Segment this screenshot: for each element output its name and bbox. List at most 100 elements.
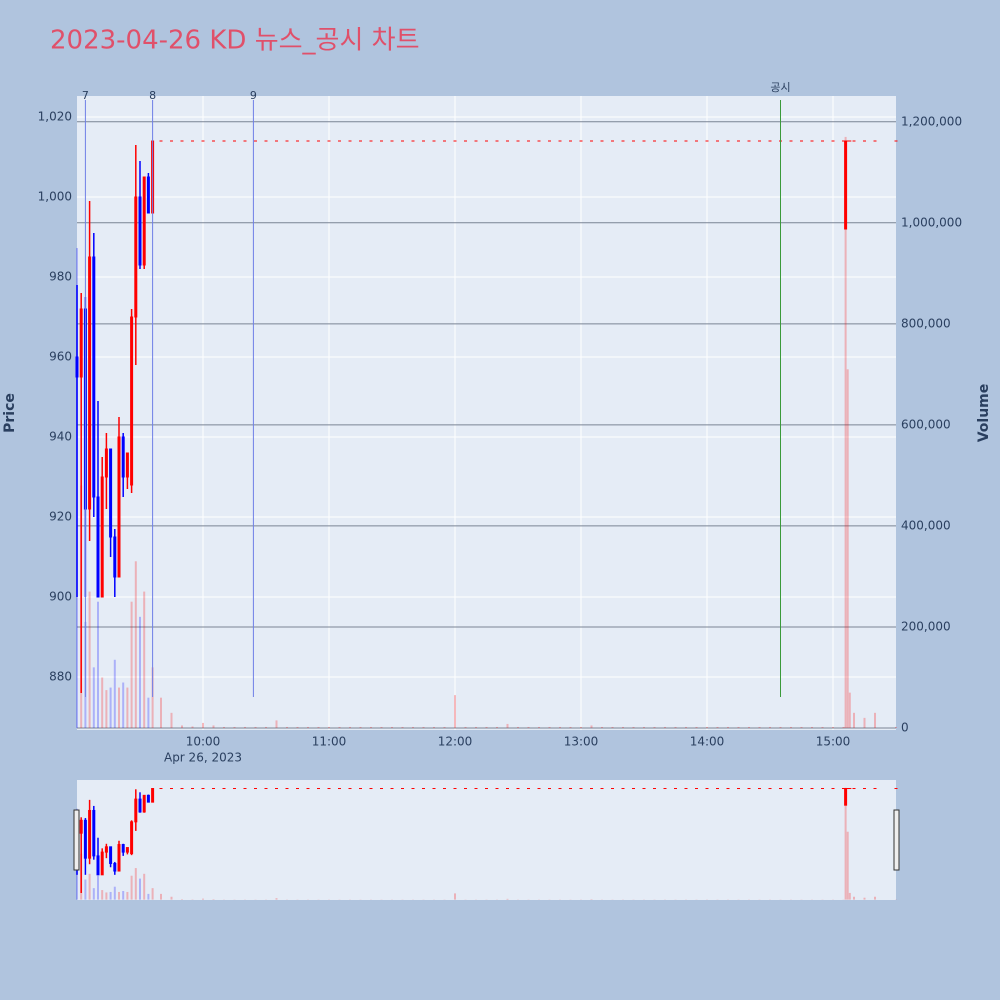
slider-volume-bar <box>122 891 125 900</box>
range-slider[interactable] <box>77 780 896 900</box>
volume-bar <box>359 726 362 728</box>
volume-bar <box>527 726 530 728</box>
volume-bar <box>391 726 393 728</box>
candle-body <box>527 140 530 142</box>
volume-bar <box>622 726 624 728</box>
candle-body <box>684 140 688 142</box>
slider-candle-body <box>852 788 856 790</box>
slider-candle-body <box>369 788 373 790</box>
event-label: 7 <box>82 89 89 102</box>
slider-candle-body <box>222 788 226 790</box>
slider-candle-body <box>705 788 709 790</box>
volume-bar <box>580 726 582 728</box>
slider-handle[interactable] <box>893 809 900 871</box>
candle-body <box>125 452 129 478</box>
x-tick-label: 14:00 <box>690 735 725 749</box>
candle-body <box>705 140 709 142</box>
y-tick-label: 920 <box>49 510 72 524</box>
volume-bar <box>874 712 876 728</box>
candle-body <box>191 140 194 142</box>
candle-body <box>422 140 425 142</box>
x-axis-date: Apr 26, 2023 <box>164 751 242 765</box>
slider-candle-body <box>275 788 278 790</box>
volume-bar <box>370 726 372 728</box>
slider-candle-body <box>558 788 562 790</box>
volume-bar <box>422 726 425 728</box>
volume-bar <box>727 726 729 728</box>
volume-bar <box>328 726 330 728</box>
candle-body <box>130 316 134 486</box>
slider-candle-body <box>233 788 236 790</box>
y2-tick-label: 1,000,000 <box>901 215 962 229</box>
slider-candle-body <box>109 846 113 864</box>
candle-body <box>138 196 142 266</box>
candle-body <box>369 140 373 142</box>
candle-body <box>464 140 467 142</box>
candle-body <box>844 140 848 230</box>
slider-candle-body <box>611 788 614 790</box>
volume-bar <box>695 726 698 728</box>
slider-candle-body <box>317 788 320 790</box>
y-tick-label: 960 <box>49 350 72 364</box>
candle-body <box>79 308 83 378</box>
slider-candle-body <box>146 794 150 803</box>
slider-candle-body <box>170 788 173 790</box>
slider-volume-bar <box>126 891 129 900</box>
candle-body <box>146 176 150 214</box>
volume-bar <box>779 726 782 728</box>
y2-tick-label: 600,000 <box>901 417 951 431</box>
event-label: 공시 <box>770 81 790 94</box>
slider-volume-bar <box>84 879 87 900</box>
slider-candle-body <box>842 788 845 790</box>
slider-candle-body <box>390 788 394 790</box>
slider-candle-body <box>695 788 698 790</box>
candle-body <box>846 140 850 142</box>
slider-handle[interactable] <box>73 809 80 871</box>
volume-bar <box>674 726 677 728</box>
candle-body <box>747 140 751 142</box>
slider-candle-body <box>104 846 108 853</box>
volume-bar <box>832 726 834 728</box>
volume-bar <box>517 726 519 728</box>
y-tick-label: 880 <box>49 670 72 684</box>
y-tick-label: 980 <box>49 270 72 284</box>
slider-candle-body <box>212 788 215 790</box>
candle-body <box>485 140 488 142</box>
slider-candle-body <box>779 788 782 790</box>
candle-body <box>663 140 667 142</box>
volume-bar <box>611 726 614 728</box>
volume-bar <box>706 726 708 728</box>
slider-candle-body <box>621 788 625 790</box>
volume-bar <box>151 667 154 728</box>
candle-body <box>789 140 793 142</box>
volume-bar <box>464 726 467 728</box>
slider-candle-body <box>716 788 719 790</box>
slider-candle-body <box>506 788 509 790</box>
volume-bar <box>105 690 108 728</box>
volume-bar <box>769 726 771 728</box>
volume-bar <box>632 726 635 728</box>
candle-body <box>390 140 394 142</box>
slider-candle-body <box>359 788 362 790</box>
candle-body <box>113 536 117 578</box>
volume-bar <box>88 591 91 728</box>
slider-volume-bar <box>874 896 876 900</box>
slider-candle-body <box>632 788 635 790</box>
slider-candle-body <box>327 788 331 790</box>
volume-bar <box>590 725 593 728</box>
candle-body <box>863 140 866 142</box>
slider-volume-bar <box>88 873 91 900</box>
volume-bar <box>296 726 299 728</box>
slider-candle-body <box>537 788 541 790</box>
y2-tick-label: 1,200,000 <box>901 114 962 128</box>
candle-body <box>894 140 898 142</box>
candle-body <box>821 140 824 142</box>
slider-volume-bar <box>118 891 120 900</box>
slider-candle-body <box>464 788 467 790</box>
volume-bar <box>685 726 687 728</box>
plot-area <box>77 96 896 730</box>
slider-candle-body <box>873 788 877 790</box>
y2-axis-title: Volume <box>976 384 992 443</box>
volume-bar <box>443 726 446 728</box>
